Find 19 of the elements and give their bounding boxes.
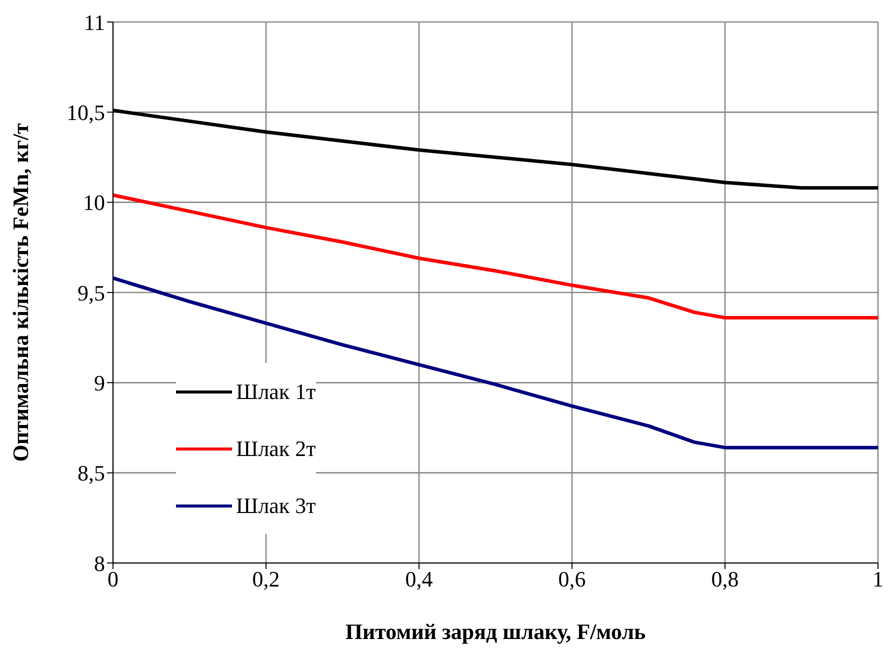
y-tick-label: 11 [84,10,105,35]
x-tick-label: 0 [108,566,118,592]
legend-label: Шлак 2т [236,436,316,462]
y-tick-label: 9 [94,370,105,396]
x-axis-title: Питомий заряд шлаку, F/моль [345,619,646,644]
y-tick-label: 9,5 [78,280,105,306]
x-tick-label: 1 [872,566,884,592]
y-tick-label: 10 [83,190,105,216]
y-tick-label: 8 [94,550,105,576]
x-tick-label: 0,2 [252,566,280,592]
legend-label: Шлак 1т [236,378,316,404]
y-axis-title: Оптимальна кількість FeMn, кг/т [8,123,33,462]
y-tick-label: 8,5 [78,460,105,486]
line-series [113,193,878,320]
x-tick-label: 0,8 [711,566,739,592]
y-tick-label: 10,5 [66,100,105,125]
x-tick-label: 0,6 [558,566,586,592]
legend-label: Шлак 3т [236,492,316,518]
x-tick-label: 0,4 [405,566,433,592]
